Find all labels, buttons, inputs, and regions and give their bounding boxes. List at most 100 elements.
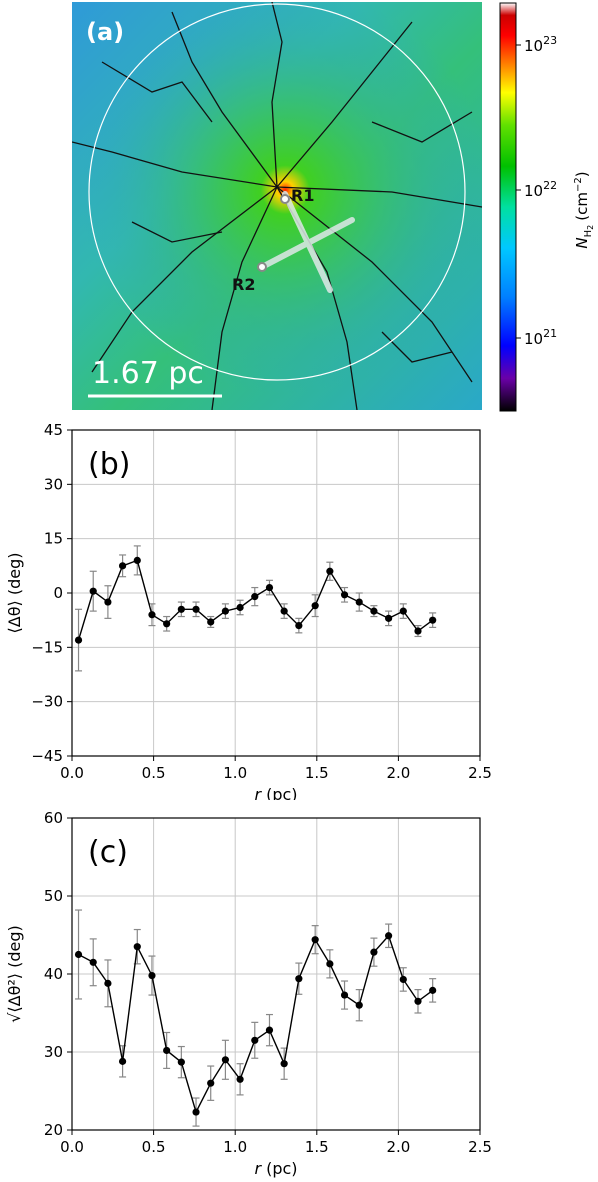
chart-b-point-7 xyxy=(177,605,185,613)
chart-c-point-1 xyxy=(89,958,97,966)
chart-b-xtick-label-3: 1.5 xyxy=(305,764,329,782)
chart-c-xtick-label-5: 2.5 xyxy=(468,1138,492,1156)
chart-c-point-15 xyxy=(295,975,303,983)
chart-b-point-23 xyxy=(414,627,422,635)
chart-c-point-12 xyxy=(251,1036,259,1044)
chart-b-point-6 xyxy=(163,620,171,628)
chart-b-point-9 xyxy=(207,618,215,626)
chart-c-point-18 xyxy=(340,991,349,999)
chart-b-ytick-label-0: −45 xyxy=(31,747,63,765)
scale-bar-label: 1.67 pc xyxy=(92,356,204,391)
chart-b-point-17 xyxy=(326,567,334,575)
chart-c-ylabel: √⟨Δθ²⟩ (deg) xyxy=(5,925,24,1023)
chart-b-point-19 xyxy=(355,598,363,606)
chart-b-point-3 xyxy=(118,562,127,570)
chart-b-point-20 xyxy=(370,607,378,615)
chart-c-xtick-label-0: 0.0 xyxy=(60,1138,84,1156)
chart-c-point-17 xyxy=(326,960,334,968)
density-map-svg: R1 R2 (a) 1.67 pc xyxy=(72,2,482,410)
chart-c-xtick-label-2: 1.0 xyxy=(223,1138,247,1156)
chart-b-xtick-label-2: 1.0 xyxy=(223,764,247,782)
chart-b-point-1 xyxy=(89,587,97,595)
chart-b-xtick-label-5: 2.5 xyxy=(468,764,492,782)
chart-b-ytick-label-5: 30 xyxy=(44,475,63,493)
chart-b-ytick-label-3: 0 xyxy=(53,584,63,602)
column-density-map: R1 R2 (a) 1.67 pc xyxy=(72,2,482,410)
chart-c-point-2 xyxy=(104,979,112,987)
chart-c-xtick-label-4: 2.0 xyxy=(386,1138,410,1156)
chart-b-point-18 xyxy=(340,591,349,599)
colorbar-label: NH2(cm−2) xyxy=(573,171,595,248)
chart-c-point-16 xyxy=(311,936,319,944)
chart-c-point-14 xyxy=(280,1060,288,1068)
chart-c-series-line xyxy=(78,934,434,1114)
chart-c-point-6 xyxy=(163,1046,171,1055)
chart-b-ytick-label-6: 45 xyxy=(44,421,63,439)
chart-b-point-14 xyxy=(280,607,288,615)
chart-b-point-22 xyxy=(399,607,407,615)
chart-b-panel-label: (b) xyxy=(88,447,130,482)
chart-b-point-13 xyxy=(265,583,274,592)
colorbar-svg: 1023 1022 1021 NH2(cm−2) xyxy=(499,2,595,412)
panel-a-label: (a) xyxy=(86,18,124,46)
chart-c-container: 0.0 0.5 1.0 1.5 2.0 2.5 20 30 40 50 60 r (pc) √⟨Δθ²⟩… xyxy=(0,800,598,1178)
chart-b-point-10 xyxy=(221,607,230,615)
chart-c: 0.0 0.5 1.0 1.5 2.0 2.5 20 30 40 50 60 r (pc) √⟨Δθ²⟩… xyxy=(5,809,492,1178)
colorbar: 1023 1022 1021 NH2(cm−2) xyxy=(490,0,598,420)
density-core-glow xyxy=(72,2,482,410)
chart-c-point-21 xyxy=(385,932,393,940)
chart-b-point-24 xyxy=(429,616,437,624)
colorbar-tick-1e21: 1021 xyxy=(524,327,557,348)
chart-c-point-3 xyxy=(118,1057,127,1065)
cut-lines xyxy=(259,191,355,293)
chart-c-point-7 xyxy=(177,1058,185,1066)
colorbar-tick-1e23: 1023 xyxy=(524,34,557,55)
chart-b-xtick-label-4: 2.0 xyxy=(386,764,410,782)
chart-b-container: 0.0 0.5 1.0 1.5 2.0 2.5 −45 −30 −15 0 15 30 45 r (pc)… xyxy=(0,420,598,804)
chart-c-point-19 xyxy=(355,1001,363,1009)
marker-r2-label: R2 xyxy=(232,275,255,294)
chart-b-point-4 xyxy=(133,556,141,564)
chart-c-point-4 xyxy=(133,943,141,951)
chart-c-xlabel: r (pc) xyxy=(254,1159,297,1178)
chart-c-ytick-label-0: 20 xyxy=(44,1121,63,1139)
chart-c-xtick-label-1: 0.5 xyxy=(142,1138,166,1156)
chart-b-point-8 xyxy=(192,605,200,613)
chart-c-panel-label: (c) xyxy=(88,835,128,870)
chart-c-point-13 xyxy=(265,1026,274,1034)
chart-c-ytick-label-1: 30 xyxy=(44,1043,63,1061)
chart-c-point-9 xyxy=(207,1079,215,1087)
marker-r2 xyxy=(257,262,267,272)
chart-b-xtick-label-0: 0.0 xyxy=(60,764,84,782)
chart-c-ytick-label-4: 60 xyxy=(44,809,63,827)
marker-r1 xyxy=(280,194,290,204)
chart-b-point-12 xyxy=(251,593,259,601)
colorbar-gradient xyxy=(499,2,517,412)
chart-b-xtick-label-1: 0.5 xyxy=(142,764,166,782)
chart-c-xtick-label-3: 1.5 xyxy=(305,1138,329,1156)
chart-c-point-0 xyxy=(74,950,83,959)
chart-b-ylabel: ⟨Δθ⟩ (deg) xyxy=(5,553,24,634)
chart-b-xlabel: r (pc) xyxy=(254,785,297,800)
chart-c-point-24 xyxy=(429,986,437,994)
chart-b-ytick-label-2: −15 xyxy=(31,638,63,656)
chart-c-point-10 xyxy=(221,1056,230,1064)
chart-c-point-22 xyxy=(399,975,407,984)
marker-r1-label: R1 xyxy=(291,186,314,205)
chart-b-point-15 xyxy=(295,622,303,630)
region-circle xyxy=(88,3,466,381)
chart-b-point-2 xyxy=(104,598,112,606)
chart-c-point-11 xyxy=(236,1075,244,1083)
chart-b-ytick-label-4: 15 xyxy=(44,530,63,548)
chart-c-ytick-label-2: 40 xyxy=(44,965,63,983)
chart-b-point-0 xyxy=(74,636,83,644)
chart-b-point-16 xyxy=(311,602,319,610)
chart-b-ytick-label-1: −30 xyxy=(31,693,63,711)
chart-b-series-line xyxy=(77,559,434,641)
chart-b-point-5 xyxy=(148,611,156,619)
chart-b: 0.0 0.5 1.0 1.5 2.0 2.5 −45 −30 −15 0 15 30 45 r (pc)… xyxy=(5,421,492,804)
chart-c-point-8 xyxy=(192,1108,200,1116)
chart-c-ytick-label-3: 50 xyxy=(44,887,63,905)
chart-c-point-5 xyxy=(148,971,156,980)
chart-b-point-21 xyxy=(385,614,393,622)
